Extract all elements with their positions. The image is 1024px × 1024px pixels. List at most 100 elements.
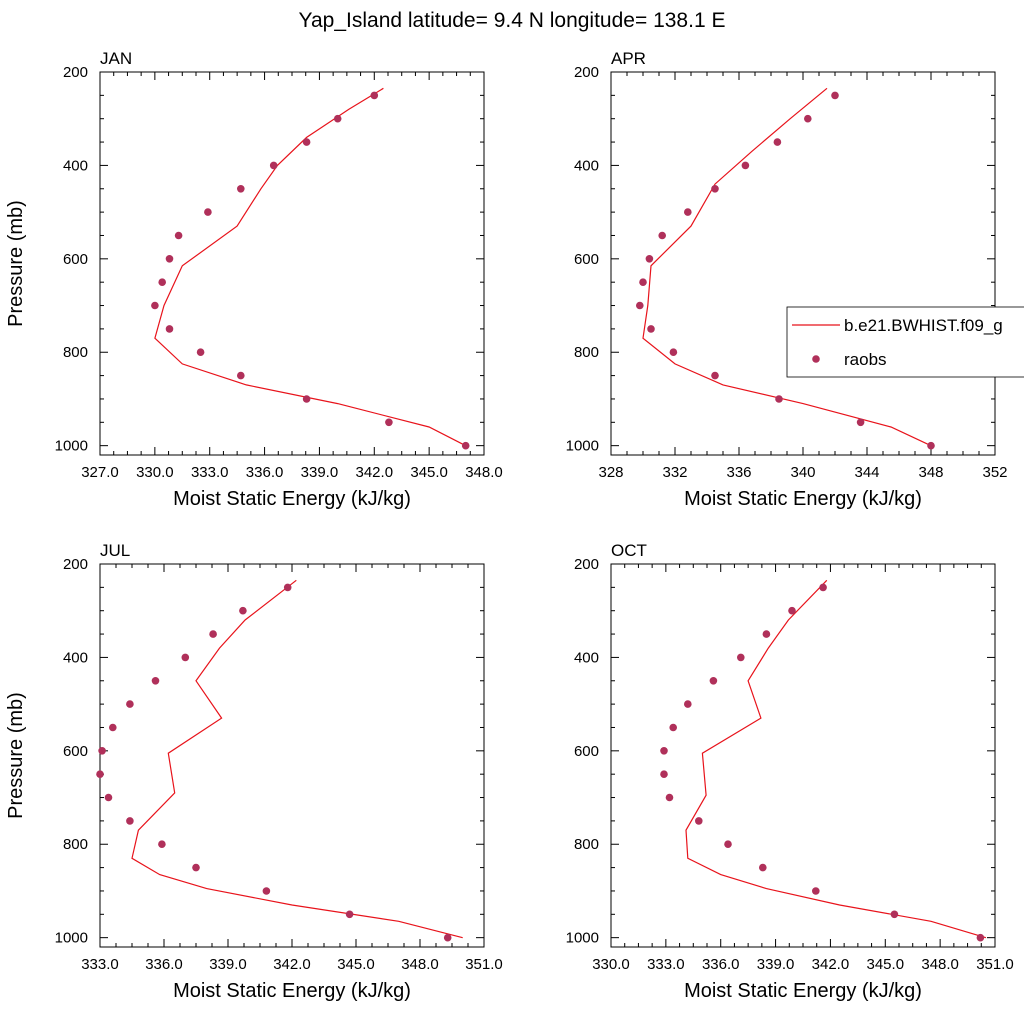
raobs-point [333, 114, 342, 123]
raobs-point [759, 863, 767, 872]
raobs-point [269, 161, 278, 170]
x-tick-label: 328 [598, 464, 623, 481]
x-tick-label: 336.0 [246, 464, 284, 481]
raobs-point [645, 254, 654, 263]
raobs-point [237, 185, 245, 193]
plot-frame [610, 71, 996, 456]
raobs-point [737, 653, 745, 662]
x-tick-label: 339.0 [757, 956, 795, 973]
raobs-point [461, 441, 470, 450]
raobs-point [98, 747, 106, 755]
raobs-point [669, 723, 677, 732]
raobs-point [370, 91, 379, 100]
raobs-point [819, 583, 827, 592]
x-tick-label: 340 [790, 464, 815, 481]
raobs-point [104, 793, 113, 802]
plot-frame [610, 563, 996, 948]
raobs-point [165, 254, 174, 263]
x-tick-label: 345.0 [410, 464, 448, 481]
figure-title: Yap_Island latitude= 9.4 N longitude= 13… [299, 9, 726, 32]
raobs-point [443, 933, 452, 942]
y-tick-label: 1000 [55, 930, 88, 947]
x-tick-label: 330.0 [592, 956, 630, 973]
y-tick-label: 800 [63, 344, 88, 361]
raobs-point [669, 348, 678, 357]
x-tick-label: 351.0 [976, 956, 1014, 973]
panel-label: JAN [100, 49, 132, 68]
x-tick-label: 336 [726, 464, 751, 481]
legend-model-label: b.e21.BWHIST.f09_g [844, 316, 1003, 335]
raobs-point [181, 653, 190, 662]
raobs-point [302, 395, 311, 403]
raobs-point [647, 325, 655, 333]
raobs-point [812, 887, 820, 895]
x-tick-label: 344 [854, 464, 879, 481]
x-tick-label: 345.0 [867, 956, 905, 973]
raobs-point [174, 231, 183, 240]
raobs-point [283, 583, 292, 592]
x-axis-label: Moist Static Energy (kJ/kg) [684, 488, 922, 510]
x-tick-label: 327.0 [81, 464, 119, 481]
y-tick-label: 1000 [566, 438, 599, 455]
x-tick-label: 352 [982, 464, 1007, 481]
model-profile-line [131, 579, 463, 939]
y-tick-label: 400 [63, 649, 88, 666]
legend-obs-marker [812, 355, 820, 363]
model-profile-line [154, 87, 466, 447]
raobs-point [158, 278, 166, 287]
raobs-point [724, 840, 732, 848]
panel-label: JUL [100, 541, 130, 560]
raobs-point [345, 910, 354, 919]
raobs-point [237, 371, 245, 380]
raobs-point [126, 817, 134, 825]
raobs-point [804, 114, 812, 123]
raobs-point [684, 700, 692, 708]
raobs-point [302, 138, 311, 146]
x-axis-label: Moist Static Energy (kJ/kg) [173, 488, 411, 510]
raobs-point [976, 933, 985, 942]
raobs-point [890, 910, 899, 919]
x-tick-label: 348.0 [921, 956, 959, 973]
panel-jul: JUL 333.0 336.0 339.0 342.0 345.0 348.0 351.0 20… [5, 541, 503, 1002]
y-axis-label: Pressure (mb) [5, 200, 27, 327]
x-tick-label: 348.0 [401, 956, 439, 973]
y-tick-label: 200 [63, 556, 88, 573]
raobs-point [660, 747, 668, 755]
y-tick-label: 1000 [566, 930, 599, 947]
y-tick-label: 400 [574, 649, 599, 666]
raobs-point [762, 630, 771, 638]
raobs-point [262, 887, 271, 895]
raobs-point [773, 138, 782, 146]
raobs-point [192, 863, 200, 872]
x-tick-label: 348.0 [465, 464, 503, 481]
raobs-point [658, 231, 666, 240]
raobs-point [741, 161, 750, 170]
y-tick-label: 600 [574, 251, 599, 268]
raobs-point [711, 185, 719, 193]
x-tick-label: 336.0 [702, 956, 740, 973]
raobs-point [665, 793, 674, 802]
x-tick-label: 348 [918, 464, 943, 481]
legend: b.e21.BWHIST.f09_g raobs [786, 306, 1024, 378]
model-profile-line [685, 579, 987, 939]
raobs-point [831, 91, 839, 100]
raobs-point [239, 606, 247, 615]
x-tick-label: 333.0 [191, 464, 229, 481]
y-tick-label: 400 [63, 157, 88, 174]
y-tick-label: 400 [574, 157, 599, 174]
y-tick-label: 800 [63, 836, 88, 853]
y-tick-label: 1000 [55, 438, 88, 455]
legend-obs-label: raobs [844, 350, 887, 369]
x-tick-label: 351.0 [465, 956, 503, 973]
y-tick-label: 800 [574, 344, 599, 361]
y-tick-label: 200 [574, 64, 599, 81]
legend-box [786, 306, 1024, 378]
raobs-point [711, 371, 719, 380]
x-tick-label: 332 [662, 464, 687, 481]
raobs-point [709, 677, 718, 685]
x-tick-label: 345.0 [337, 956, 375, 973]
x-tick-label: 333.0 [647, 956, 685, 973]
raobs-point [196, 348, 205, 357]
